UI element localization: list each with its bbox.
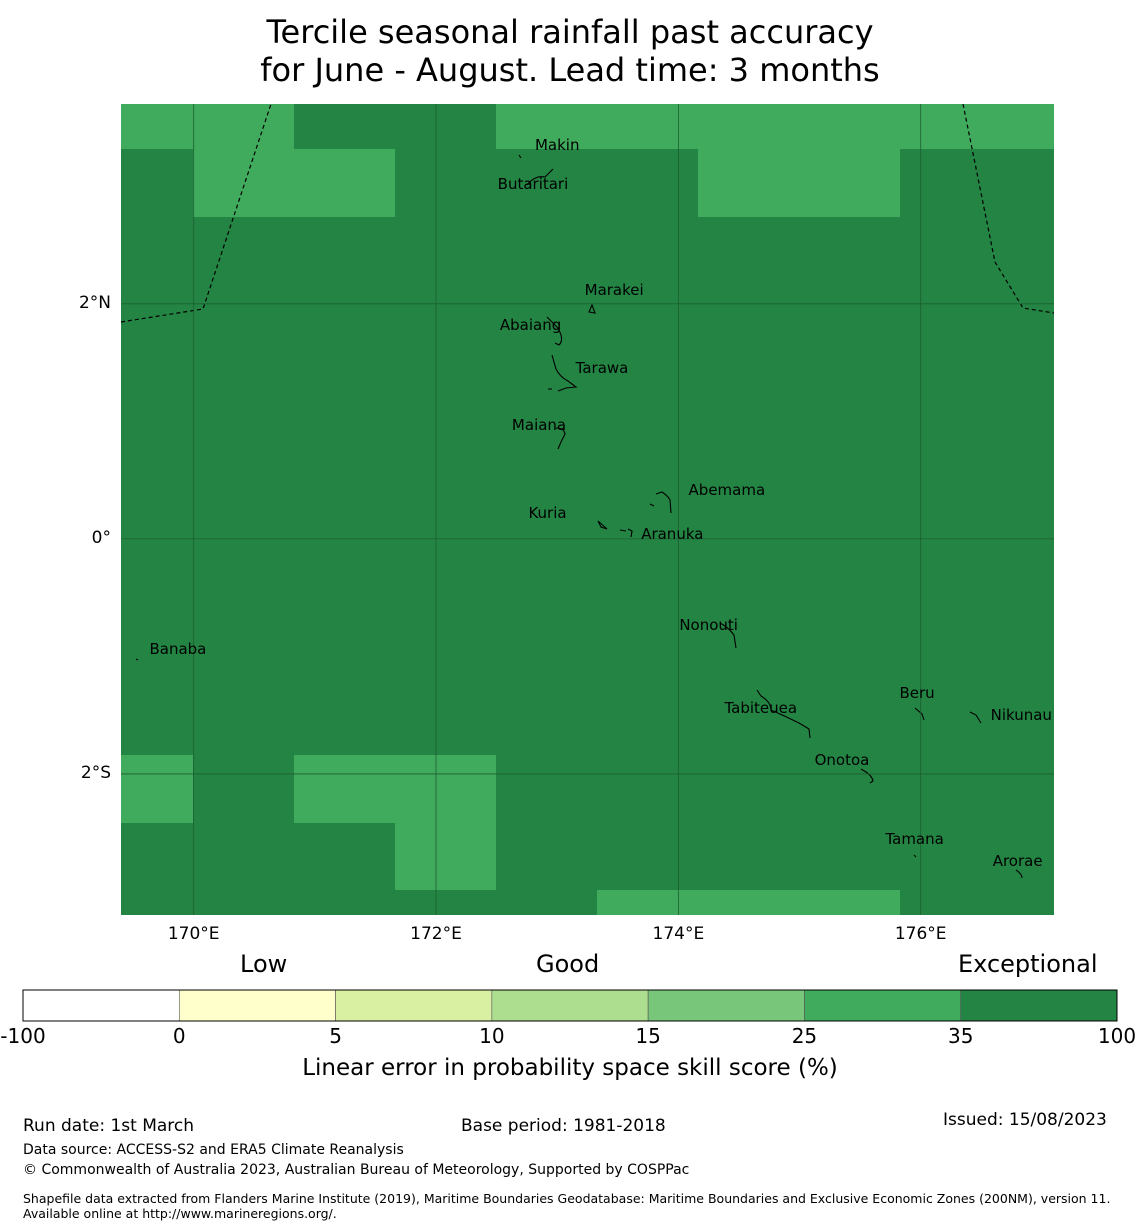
island-shape — [913, 854, 917, 858]
island-label: Nikunau — [990, 706, 1052, 725]
latitude-tick-label: 2°N — [78, 292, 111, 313]
skill-cell — [193, 104, 294, 217]
eez-boundary-east — [962, 103, 1055, 314]
colorbar-tick-label: 35 — [947, 1024, 974, 1048]
island-shape — [546, 316, 563, 346]
skill-cell — [395, 823, 496, 890]
colorbar-tick-label: 100 — [1097, 1024, 1137, 1048]
longitude-tick-label: 172°E — [410, 924, 462, 944]
island-shape — [526, 168, 554, 186]
island-label: Onotoa — [814, 750, 870, 769]
colorbar-segment — [647, 989, 805, 1022]
skill-cell — [121, 104, 193, 149]
colorbar-segment — [960, 989, 1118, 1022]
colorbar-segment — [178, 989, 336, 1022]
colorbar-tick-label: 25 — [791, 1024, 818, 1048]
colorbar — [22, 989, 1118, 1022]
island-shape — [969, 711, 982, 724]
skill-cells-25-35 — [121, 104, 1054, 915]
colorbar-tick-label: 10 — [479, 1024, 505, 1048]
eez-boundary-west — [120, 103, 272, 323]
island-label: Tamana — [885, 829, 944, 848]
island-label: Tabiteuea — [724, 699, 798, 718]
island-shape — [860, 768, 874, 784]
colorbar-word-good: Good — [536, 950, 600, 978]
colorbar-segment — [22, 989, 180, 1022]
chart-title-line-2: for June - August. Lead time: 3 months — [260, 51, 880, 89]
island-label: Nonouti — [679, 615, 738, 634]
island-shape — [135, 658, 139, 661]
skill-cell — [496, 104, 1054, 149]
latitude-tick-label: 2°S — [80, 762, 111, 783]
chart-title-line-1: Tercile seasonal rainfall past accuracy — [266, 13, 874, 51]
colorbar-word-low: Low — [240, 950, 288, 978]
map-background — [121, 104, 1054, 915]
skill-cell — [294, 755, 496, 823]
island-outlines — [135, 154, 1023, 879]
island-label: Kuria — [528, 504, 567, 523]
skill-cell — [698, 149, 900, 217]
skill-cell — [121, 755, 193, 823]
colorbar-segment — [335, 989, 493, 1022]
base-period: Base period: 1981-2018 — [461, 1116, 666, 1136]
colorbar-segment — [491, 989, 649, 1022]
island-shape — [555, 427, 566, 450]
copyright: © Commonwealth of Australia 2023, Austra… — [23, 1162, 690, 1178]
skill-cell — [294, 149, 395, 217]
island-label: Arorae — [992, 851, 1043, 870]
island-label: Beru — [899, 683, 935, 702]
island-label: Aranuka — [641, 525, 704, 544]
longitude-tick-label: 174°E — [652, 924, 705, 944]
colorbar-frame — [22, 989, 1118, 1022]
colorbar-tick-label: 15 — [635, 1024, 661, 1048]
skill-cell — [597, 890, 900, 915]
longitude-tick-label: 170°E — [167, 924, 220, 944]
island-label: Abaiang — [499, 315, 562, 334]
island-label: Tarawa — [575, 359, 629, 378]
shapefile-credit: Shapefile data extracted from Flanders M… — [23, 1191, 1111, 1221]
colorbar-title: Linear error in probability space skill … — [302, 1055, 838, 1081]
colorbar-word-exceptional: Exceptional — [958, 950, 1098, 978]
colorbar-segment — [804, 989, 962, 1022]
island-label: Maiana — [511, 415, 567, 434]
island-shape — [548, 354, 578, 392]
island-label: Makin — [534, 136, 580, 155]
colorbar-tick-label: 5 — [329, 1024, 342, 1048]
eez-boundary-lines — [120, 103, 1055, 323]
island-shape — [756, 689, 811, 739]
island-label: Banaba — [149, 640, 207, 659]
island-shape — [914, 707, 925, 721]
latitude-tick-label: 0° — [91, 527, 111, 548]
skill-map — [120, 103, 1055, 915]
issued-date: Issued: 15/08/2023 — [943, 1110, 1107, 1130]
run-date: Run date: 1st March — [23, 1116, 195, 1136]
colorbar-tick-label: 0 — [172, 1024, 186, 1048]
colorbar-tick-label: -100 — [0, 1024, 46, 1048]
graticule — [121, 104, 1054, 915]
island-shape — [1015, 869, 1023, 879]
island-shape — [649, 491, 672, 514]
data-source: Data source: ACCESS-S2 and ERA5 Climate … — [23, 1142, 404, 1158]
island-shape — [588, 303, 596, 314]
island-shape — [518, 154, 522, 159]
island-label: Marakei — [584, 280, 644, 299]
island-label: Abemama — [688, 480, 766, 499]
longitude-tick-label: 176°E — [894, 924, 947, 944]
island-shape — [597, 520, 633, 538]
island-label: Butaritari — [497, 174, 569, 193]
island-shape — [719, 622, 737, 649]
